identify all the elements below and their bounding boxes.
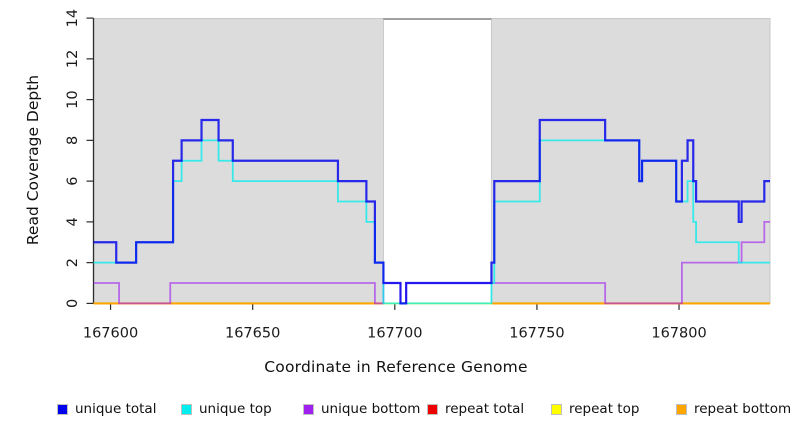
x-tick-label: 167600 [83, 325, 138, 341]
legend-swatch-icon [676, 403, 687, 415]
series-unique-total [93, 118, 770, 305]
y-tick-label: 0 [65, 299, 81, 308]
x-tick-label: 167750 [509, 325, 564, 341]
legend-swatch-icon [303, 403, 314, 415]
legend-label: unique total [75, 401, 157, 417]
x-tick-label: 167650 [225, 325, 280, 341]
series-unique-top [93, 139, 770, 305]
legend-item-unique-bottom: unique bottom [303, 400, 421, 418]
legend-item-unique-top: unique top [181, 400, 272, 418]
y-tick-label: 8 [65, 136, 81, 145]
x-axis-title: Coordinate in Reference Genome [264, 358, 528, 376]
legend-label: unique bottom [321, 401, 421, 417]
y-tick-label: 4 [65, 217, 81, 226]
legend-swatch-icon [551, 403, 562, 415]
y-tick-label: 2 [65, 258, 81, 267]
x-tick-label: 167700 [367, 325, 422, 341]
y-tick-label: 12 [65, 50, 81, 68]
legend-label: repeat top [569, 401, 640, 417]
legend-swatch-icon [57, 403, 68, 415]
legend-item-repeat-total: repeat total [427, 400, 525, 418]
legend-swatch-icon [181, 403, 192, 415]
legend-swatch-icon [427, 403, 438, 415]
y-tick-label: 14 [65, 9, 81, 27]
masked-region-2 [490, 18, 771, 304]
legend-label: unique top [199, 401, 272, 417]
legend-item-unique-total: unique total [57, 400, 157, 418]
x-tick-label: 167800 [651, 325, 706, 341]
y-tick-label: 6 [65, 177, 81, 186]
legend-label: repeat total [445, 401, 525, 417]
legend-item-repeat-bottom: repeat bottom [676, 400, 792, 418]
chart-legend: unique total unique top unique bottom repea… [0, 400, 792, 420]
y-tick-label: 10 [65, 90, 81, 108]
legend-item-repeat-top: repeat top [551, 400, 640, 418]
legend-label: repeat bottom [694, 401, 792, 417]
